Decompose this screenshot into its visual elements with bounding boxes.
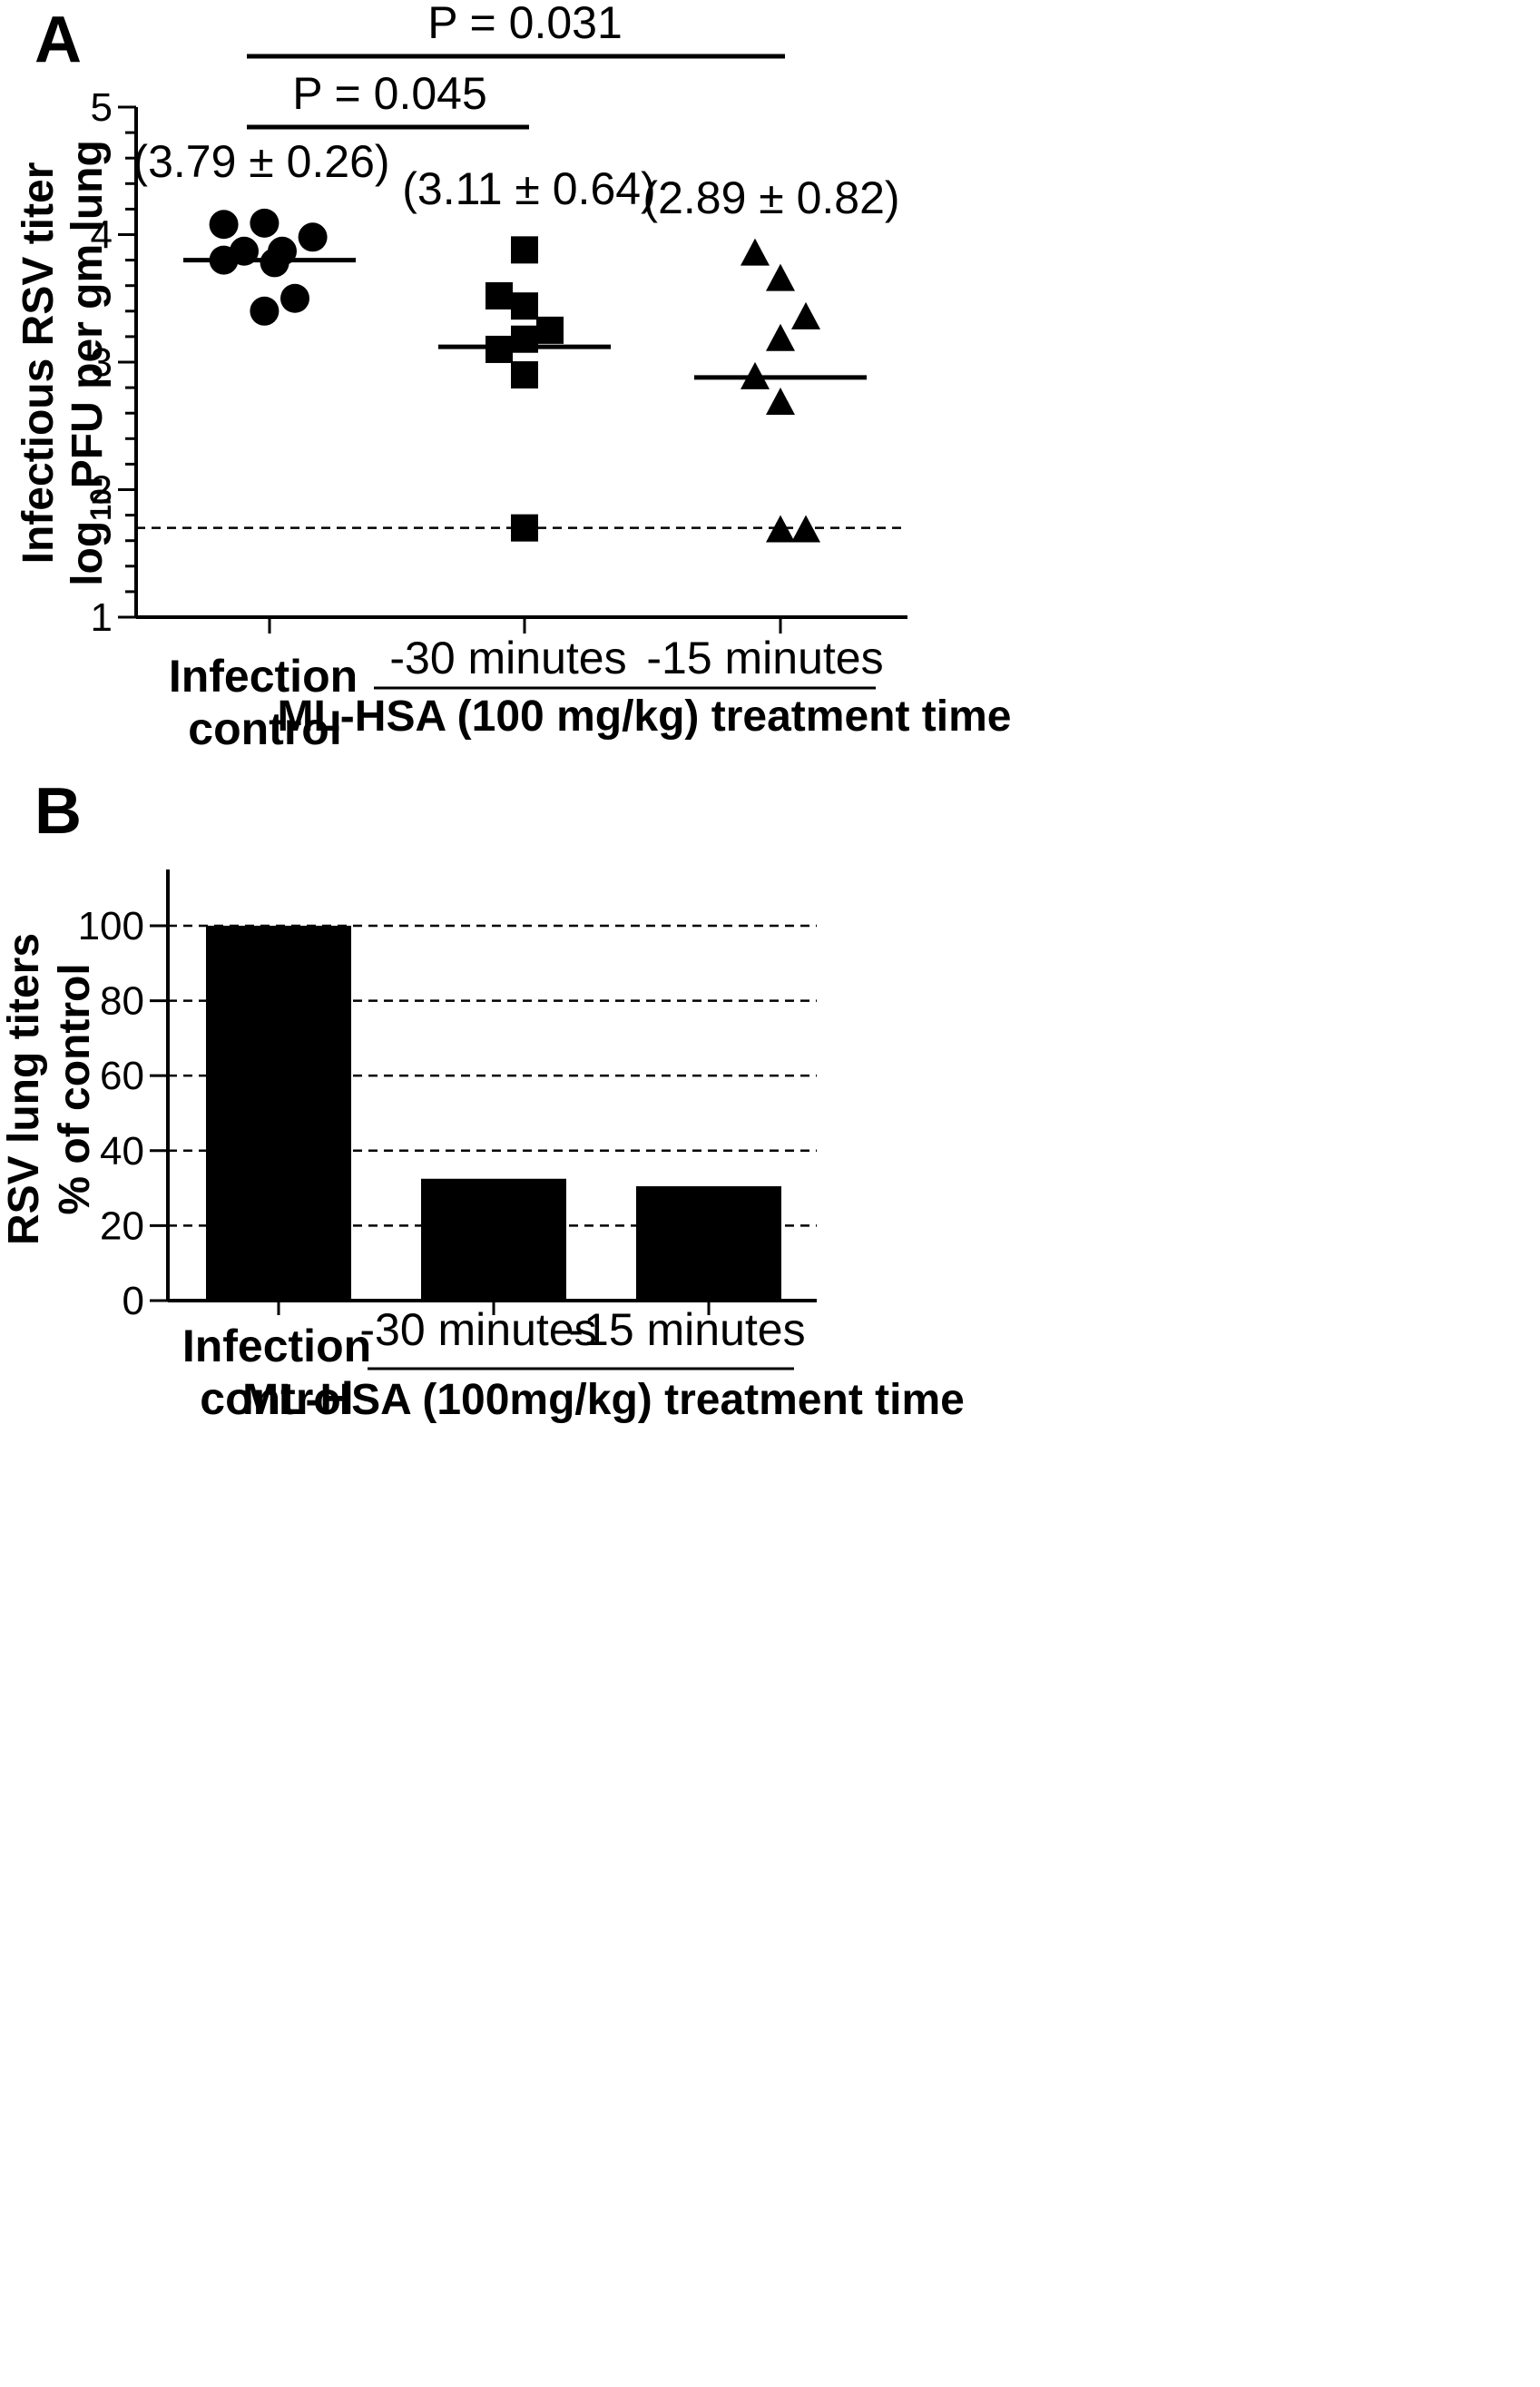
y-axis-label: RSV lung titers (0, 933, 48, 1245)
y-tick-label: 60 (100, 1054, 144, 1098)
data-point-triangle (791, 301, 820, 329)
panel-label: A (34, 4, 82, 76)
y-tick-label: 80 (100, 979, 144, 1024)
y-tick-label: 1 (91, 595, 113, 640)
data-point-square (536, 316, 564, 344)
data-point-circle (209, 210, 239, 240)
data-point-triangle (791, 515, 820, 543)
data-point-square (511, 292, 538, 320)
y-tick-label: 3 (91, 340, 113, 385)
p-value-label: P = 0.045 (292, 68, 487, 119)
category-label: -30 minutes (389, 633, 626, 683)
y-tick-label: 4 (91, 213, 113, 258)
mean-sd-annotation: (3.11 ± 0.64) (402, 163, 655, 214)
category-label: -15 minutes (568, 1304, 805, 1355)
data-point-triangle (766, 515, 795, 543)
data-point-circle (280, 283, 309, 313)
data-point-triangle (766, 387, 795, 415)
bar (421, 1178, 566, 1301)
bar (636, 1186, 781, 1301)
data-point-triangle (766, 323, 795, 351)
group-label: ML-HSA (100mg/kg) treatment time (242, 1376, 965, 1424)
category-label: -15 minutes (646, 633, 883, 683)
data-point-square (486, 335, 513, 363)
y-tick-label: 0 (123, 1279, 144, 1323)
group-label: ML-HSA (100 mg/kg) treatment time (277, 693, 1011, 741)
data-point-square (511, 514, 538, 542)
p-value-label: P = 0.031 (427, 0, 623, 48)
panel-b: B 0 20 40 60 80 100 RSV lung titers% of control… (0, 775, 965, 1424)
data-point-square (486, 281, 513, 309)
category-label: Infection (169, 651, 358, 702)
data-point-circle (250, 208, 280, 238)
category-label-line2: control (188, 703, 341, 754)
y-axis-label: Infectious RSV titer (15, 162, 63, 565)
bar (206, 925, 351, 1301)
y-axis-label-line2: % of control (51, 963, 99, 1214)
data-point-square (511, 236, 538, 264)
mean-sd-annotation: (2.89 ± 0.82) (642, 172, 899, 223)
data-point-triangle (741, 238, 770, 266)
data-point-triangle (766, 263, 795, 291)
panel-label: B (34, 775, 82, 848)
panel-a: A 1 2 3 4 5 Infectious RSV titer log10PFU per g… (15, 0, 1012, 754)
category-label-line2: control (200, 1373, 353, 1424)
data-point-circle (298, 222, 328, 252)
y-tick-label: 100 (78, 904, 144, 948)
data-point-circle (260, 248, 289, 278)
y-tick-label: 40 (100, 1129, 144, 1174)
category-label: Infection (182, 1321, 371, 1371)
data-point-square (511, 361, 538, 389)
data-point-circle (250, 296, 280, 326)
y-tick-label: 2 (91, 468, 113, 513)
mean-sd-annotation: (3.79 ± 0.26) (132, 136, 389, 187)
y-tick-label: 5 (91, 85, 113, 130)
y-axis-label-line2: log10PFU per gm lung (64, 140, 117, 586)
y-tick-label: 20 (100, 1203, 144, 1248)
category-label: -30 minutes (359, 1304, 596, 1355)
